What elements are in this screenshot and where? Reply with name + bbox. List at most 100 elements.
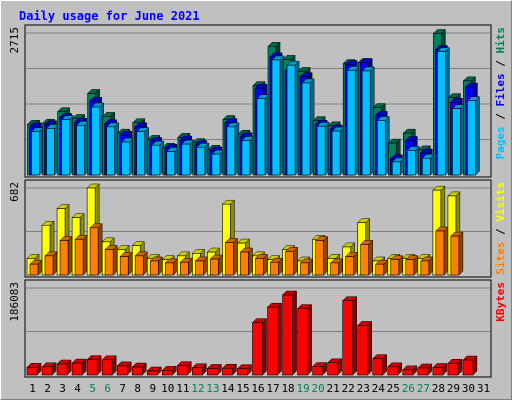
x-tick-label-day-27: 27	[417, 382, 430, 395]
legend-item-kbytes: KBytes	[494, 282, 507, 322]
bar-sites-day-3	[59, 235, 73, 276]
legend-hits-files-pages: Pages / Files / Hits	[494, 27, 507, 160]
x-tick-label-day-18: 18	[281, 382, 294, 395]
panel-hits-files-pages: 2715 Pages / Files / Hits	[8, 24, 507, 178]
bar-sites-day-23	[360, 239, 374, 276]
bar-pages-day-13	[211, 149, 225, 176]
bar-sites-day-21	[330, 258, 344, 276]
bar-kbytes-day-29	[447, 358, 463, 376]
bar-sites-day-16	[254, 253, 269, 276]
y-max-label-hits-files-pages: 2715	[8, 27, 21, 54]
bar-kbytes-day-8	[131, 362, 147, 376]
x-tick-label-day-2: 2	[44, 382, 51, 395]
bar-pages-day-11	[181, 139, 195, 176]
bar-kbytes-day-4	[71, 358, 87, 376]
bar-sites-day-14	[224, 237, 239, 276]
legend-visits-sites: Sites / Visits	[494, 182, 507, 275]
bar-kbytes-day-21	[327, 358, 343, 376]
bar-pages-day-19	[301, 78, 315, 176]
bar-kbytes-day-19	[296, 304, 313, 376]
x-tick-label-day-19: 19	[296, 382, 309, 395]
x-tick-label-day-17: 17	[266, 382, 279, 395]
x-tick-label-day-26: 26	[402, 382, 415, 395]
bar-pages-day-26	[406, 145, 420, 176]
x-tick-label-day-16: 16	[251, 382, 264, 395]
y-max-label-kbytes: 186083	[8, 282, 21, 322]
panel-visits-sites: 682 Sites / Visits	[8, 179, 507, 278]
x-tick-label-day-28: 28	[432, 382, 445, 395]
bar-pages-day-24	[376, 116, 390, 176]
x-tick-label-day-4: 4	[74, 382, 81, 395]
bar-pages-day-4	[75, 120, 90, 176]
bar-pages-day-22	[346, 65, 360, 176]
bar-kbytes-day-3	[56, 359, 72, 376]
bar-sites-day-13	[209, 254, 223, 276]
bar-pages-day-6	[106, 122, 120, 176]
x-tick-label-day-12: 12	[191, 382, 204, 395]
bar-sites-day-25	[390, 255, 404, 276]
bar-kbytes-day-16	[251, 318, 268, 376]
bar-pages-day-29	[451, 103, 466, 176]
legend-item-files: Files	[494, 73, 507, 106]
bar-sites-day-29	[450, 231, 464, 276]
bar-kbytes-day-20	[312, 361, 328, 376]
bar-kbytes-day-17	[266, 302, 283, 376]
bar-kbytes-day-12	[191, 363, 207, 376]
legend-item-pages: Pages	[494, 126, 507, 159]
bar-pages-day-25	[391, 157, 405, 176]
x-tick-label-day-31: 31	[477, 382, 490, 395]
bar-kbytes-day-5	[86, 354, 102, 376]
bar-pages-day-7	[121, 137, 135, 176]
x-tick-label-day-23: 23	[357, 382, 370, 395]
bar-kbytes-day-13	[206, 363, 222, 376]
bar-kbytes-day-27	[417, 363, 433, 376]
bar-kbytes-day-1	[26, 362, 42, 376]
bar-pages-day-12	[196, 142, 210, 176]
bar-kbytes-day-7	[116, 361, 132, 376]
bar-kbytes-day-2	[41, 362, 57, 376]
legend-kbytes: KBytes	[494, 282, 507, 322]
legend-item-hits: Hits	[494, 27, 507, 54]
x-tick-label-day-7: 7	[119, 382, 126, 395]
x-tick-label-day-21: 21	[327, 382, 340, 395]
bar-kbytes-day-9	[146, 366, 162, 376]
bar-sites-day-9	[149, 256, 163, 276]
x-tick-label-day-30: 30	[462, 382, 475, 395]
x-tick-label-day-9: 9	[149, 382, 156, 395]
x-tick-label-day-5: 5	[89, 382, 96, 395]
bar-sites-day-15	[239, 247, 254, 276]
bar-pages-day-30	[466, 96, 481, 176]
bar-kbytes-day-18	[281, 290, 298, 376]
y-max-label-visits-sites: 682	[8, 182, 21, 202]
bar-sites-day-26	[405, 255, 419, 276]
x-tick-label-day-13: 13	[206, 382, 219, 395]
x-tick-label-day-11: 11	[176, 382, 189, 395]
bar-kbytes-day-6	[101, 355, 117, 376]
bar-sites-day-11	[179, 257, 193, 276]
bar-pages-day-16	[256, 94, 270, 176]
bar-sites-day-28	[435, 226, 449, 276]
bar-pages-day-17	[271, 55, 285, 176]
x-tick-label-day-22: 22	[342, 382, 355, 395]
bar-pages-day-28	[436, 46, 450, 176]
chart-title: Daily usage for June 2021	[19, 9, 200, 23]
bar-sites-day-5	[89, 223, 103, 276]
bar-pages-day-27	[421, 153, 435, 176]
bar-kbytes-day-22	[342, 296, 358, 376]
bar-pages-day-23	[361, 66, 375, 176]
bar-sites-day-7	[119, 251, 133, 276]
bar-kbytes-day-10	[161, 365, 177, 376]
bar-kbytes-day-25	[387, 362, 403, 376]
x-tick-label-day-29: 29	[447, 382, 460, 395]
bar-pages-day-14	[226, 122, 240, 176]
bar-kbytes-day-23	[357, 320, 373, 376]
bar-sites-day-6	[104, 244, 118, 276]
bar-sites-day-8	[134, 251, 148, 276]
x-tick-label-day-3: 3	[59, 382, 66, 395]
bar-sites-day-2	[44, 251, 58, 276]
bar-kbytes-day-14	[221, 363, 238, 376]
chart-panels: 2715 Pages / Files / Hits 682 Sites / Visit…	[8, 24, 507, 378]
bar-sites-day-1	[29, 259, 43, 276]
bar-sites-day-27	[420, 256, 434, 276]
